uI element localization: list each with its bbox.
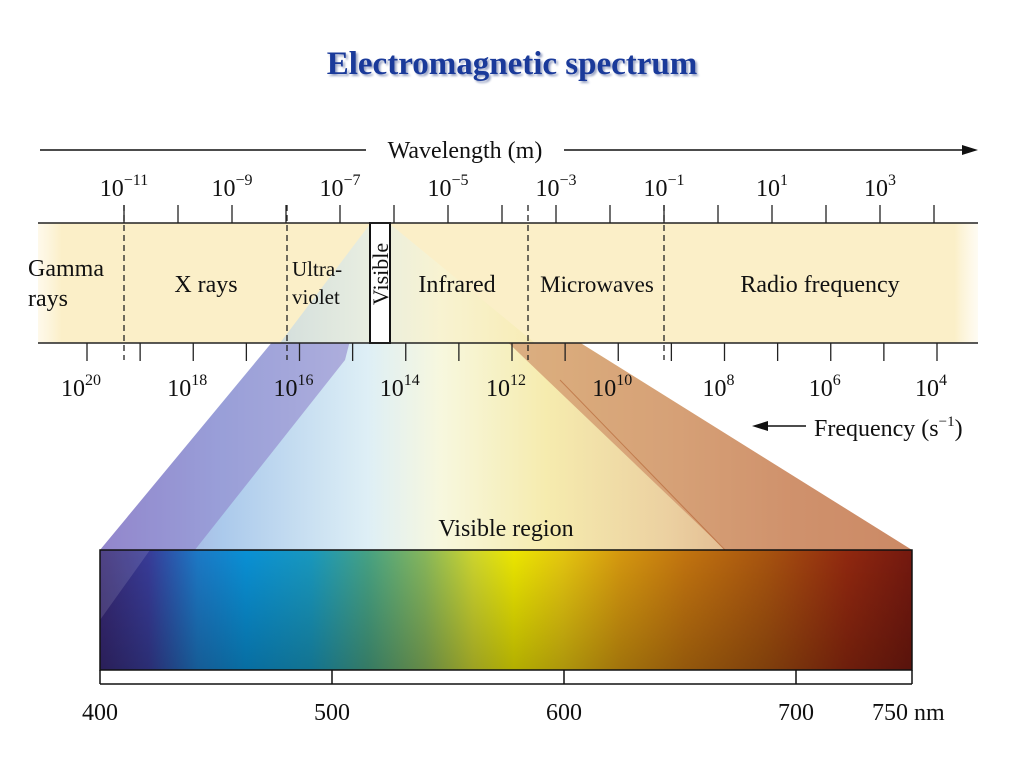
frequency-tick-label: 1010 [592,372,632,402]
region-xray: X rays [174,272,237,298]
visible-region-label: Visible region [438,516,573,542]
region-gamma-line2: rays [28,286,68,312]
region-uv-line2: violet [292,285,340,309]
wavelength-tick-label: 103 [864,172,896,202]
wavelength-arrow: Wavelength (m) [40,138,978,164]
frequency-tick-label: 108 [703,372,735,402]
region-microwaves: Microwaves [540,272,654,297]
frequency-tick-label: 1020 [61,372,101,402]
wavelength-tick-label: 10−11 [100,172,148,202]
frequency-tick-label: 1016 [274,372,314,402]
frequency-arrow: Frequency (s−1) [752,414,963,442]
wavelength-ticks [123,205,935,223]
wavelength-tick-label: 10−1 [643,172,684,202]
visible-tick-label: 750 nm [872,700,945,726]
page-title: Electromagnetic spectrum [326,46,698,82]
frequency-tick-label: 104 [915,372,947,402]
region-radio: Radio frequency [740,272,899,298]
region-visible: Visible [368,243,393,305]
region-dividers [123,205,665,360]
region-infrared: Infrared [418,272,495,298]
wavelength-tick-label: 10−5 [427,172,468,202]
wavelength-tick-label: 10−9 [211,172,252,202]
visible-tick-label: 600 [546,700,582,726]
wavelength-tick-label: 101 [756,172,788,202]
wavelength-tick-label: 10−3 [535,172,576,202]
region-uv-line1: Ultra- [292,257,342,281]
visible-tick-label: 500 [314,700,350,726]
visible-region-ticks: 400 500 600 700 750 nm [82,670,945,726]
region-labels: Gamma rays X rays Ultra- violet Visible … [28,243,900,312]
visible-tick-label: 400 [82,700,118,726]
visible-region-bar [99,549,913,671]
frequency-tick-label: 106 [809,372,841,402]
frequency-tick-labels: 1020 1018 1016 1014 1012 1010 108 106 104 [61,372,947,402]
frequency-tick-label: 1014 [380,372,420,402]
frequency-ticks [86,343,938,361]
region-gamma-line1: Gamma [28,256,104,282]
wavelength-tick-label: 10−7 [319,172,360,202]
frequency-tick-label: 1012 [486,372,526,402]
wavelength-label: Wavelength (m) [388,138,543,164]
visible-tick-label: 700 [778,700,814,726]
frequency-label: Frequency (s−1) [814,414,963,442]
frequency-tick-label: 1018 [167,372,207,402]
wavelength-tick-labels: 10−11 10−9 10−7 10−5 10−3 10−1 101 103 [100,172,896,202]
